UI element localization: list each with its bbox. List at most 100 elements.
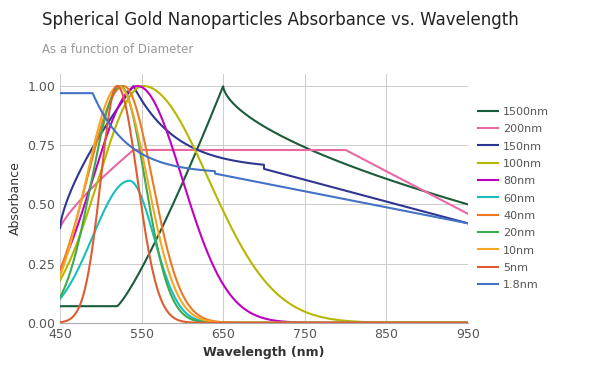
- 1.8nm: [56, 91, 64, 95]
- 5nm: [113, 84, 121, 88]
- 100nm: [244, 255, 251, 259]
- 10nm: [452, 321, 460, 325]
- 5nm: [464, 321, 472, 325]
- 1.8nm: [452, 219, 460, 223]
- 20nm: [56, 295, 64, 300]
- 10nm: [464, 321, 472, 325]
- 200nm: [452, 206, 460, 210]
- 100nm: [56, 278, 64, 283]
- 5nm: [255, 321, 262, 325]
- 10nm: [244, 321, 251, 325]
- 5nm: [453, 321, 460, 325]
- 80nm: [453, 321, 460, 325]
- Line: 5nm: 5nm: [60, 86, 468, 323]
- Legend: 1500nm, 200nm, 150nm, 100nm, 80nm, 60nm, 40nm, 20nm, 10nm, 5nm, 1.8nm: 1500nm, 200nm, 150nm, 100nm, 80nm, 60nm,…: [478, 107, 549, 290]
- 150nm: [464, 221, 472, 226]
- 1500nm: [220, 84, 227, 89]
- 10nm: [56, 274, 64, 278]
- Line: 150nm: 150nm: [60, 86, 468, 228]
- 1.8nm: [464, 221, 472, 226]
- 200nm: [77, 197, 85, 202]
- Text: As a function of Diameter: As a function of Diameter: [42, 43, 193, 56]
- 1500nm: [77, 304, 85, 308]
- 20nm: [453, 321, 460, 325]
- 150nm: [244, 161, 251, 165]
- 40nm: [244, 321, 251, 325]
- 1.8nm: [77, 91, 85, 95]
- 100nm: [77, 230, 85, 235]
- 10nm: [115, 84, 122, 88]
- 80nm: [77, 214, 85, 219]
- Line: 200nm: 200nm: [60, 150, 468, 228]
- 5nm: [77, 301, 85, 305]
- Line: 20nm: 20nm: [60, 86, 468, 323]
- 40nm: [378, 321, 385, 325]
- 60nm: [378, 321, 385, 325]
- 200nm: [453, 206, 460, 210]
- 1500nm: [255, 121, 262, 125]
- 150nm: [56, 226, 64, 230]
- 100nm: [453, 321, 460, 325]
- Line: 40nm: 40nm: [60, 86, 468, 323]
- 150nm: [452, 218, 460, 222]
- Line: 10nm: 10nm: [60, 86, 468, 323]
- 10nm: [378, 321, 385, 325]
- 5nm: [56, 320, 64, 325]
- Line: 1500nm: 1500nm: [60, 86, 468, 306]
- 80nm: [134, 84, 141, 88]
- 100nm: [140, 84, 147, 88]
- 1500nm: [453, 199, 460, 203]
- 40nm: [56, 268, 64, 272]
- 1.8nm: [244, 178, 251, 182]
- 20nm: [464, 321, 472, 325]
- 150nm: [255, 162, 262, 167]
- Text: Spherical Gold Nanoparticles Absorbance vs. Wavelength: Spherical Gold Nanoparticles Absorbance …: [42, 11, 519, 29]
- 200nm: [244, 148, 251, 152]
- 100nm: [378, 320, 385, 325]
- 80nm: [56, 267, 64, 272]
- 200nm: [56, 226, 64, 230]
- 10nm: [255, 321, 262, 325]
- 200nm: [464, 211, 472, 216]
- Y-axis label: Absorbance: Absorbance: [8, 161, 22, 236]
- 60nm: [452, 321, 460, 325]
- 1500nm: [452, 199, 460, 203]
- 10nm: [453, 321, 460, 325]
- 20nm: [452, 321, 460, 325]
- 200nm: [255, 148, 262, 152]
- Line: 1.8nm: 1.8nm: [60, 93, 468, 223]
- 1500nm: [244, 114, 251, 118]
- 80nm: [255, 314, 262, 319]
- 40nm: [452, 321, 460, 325]
- 60nm: [255, 321, 262, 325]
- 60nm: [464, 321, 472, 325]
- 1.8nm: [452, 219, 460, 223]
- 1.8nm: [255, 180, 262, 184]
- 1500nm: [56, 304, 64, 308]
- 60nm: [77, 261, 85, 266]
- 80nm: [378, 321, 385, 325]
- 20nm: [255, 321, 262, 325]
- 150nm: [378, 198, 385, 203]
- 100nm: [452, 321, 460, 325]
- 40nm: [255, 321, 262, 325]
- 20nm: [77, 230, 85, 234]
- 20nm: [117, 84, 124, 88]
- 5nm: [244, 321, 251, 325]
- 150nm: [453, 218, 460, 223]
- 60nm: [56, 297, 64, 301]
- 40nm: [120, 84, 127, 88]
- 5nm: [452, 321, 460, 325]
- 1500nm: [378, 175, 385, 179]
- Line: 80nm: 80nm: [60, 86, 468, 323]
- 60nm: [453, 321, 460, 325]
- 80nm: [464, 321, 472, 325]
- Line: 100nm: 100nm: [60, 86, 468, 323]
- 60nm: [244, 321, 251, 325]
- 40nm: [77, 201, 85, 205]
- 150nm: [130, 84, 137, 88]
- 200nm: [130, 148, 137, 152]
- 40nm: [453, 321, 460, 325]
- 1.8nm: [377, 204, 385, 209]
- 10nm: [77, 200, 85, 204]
